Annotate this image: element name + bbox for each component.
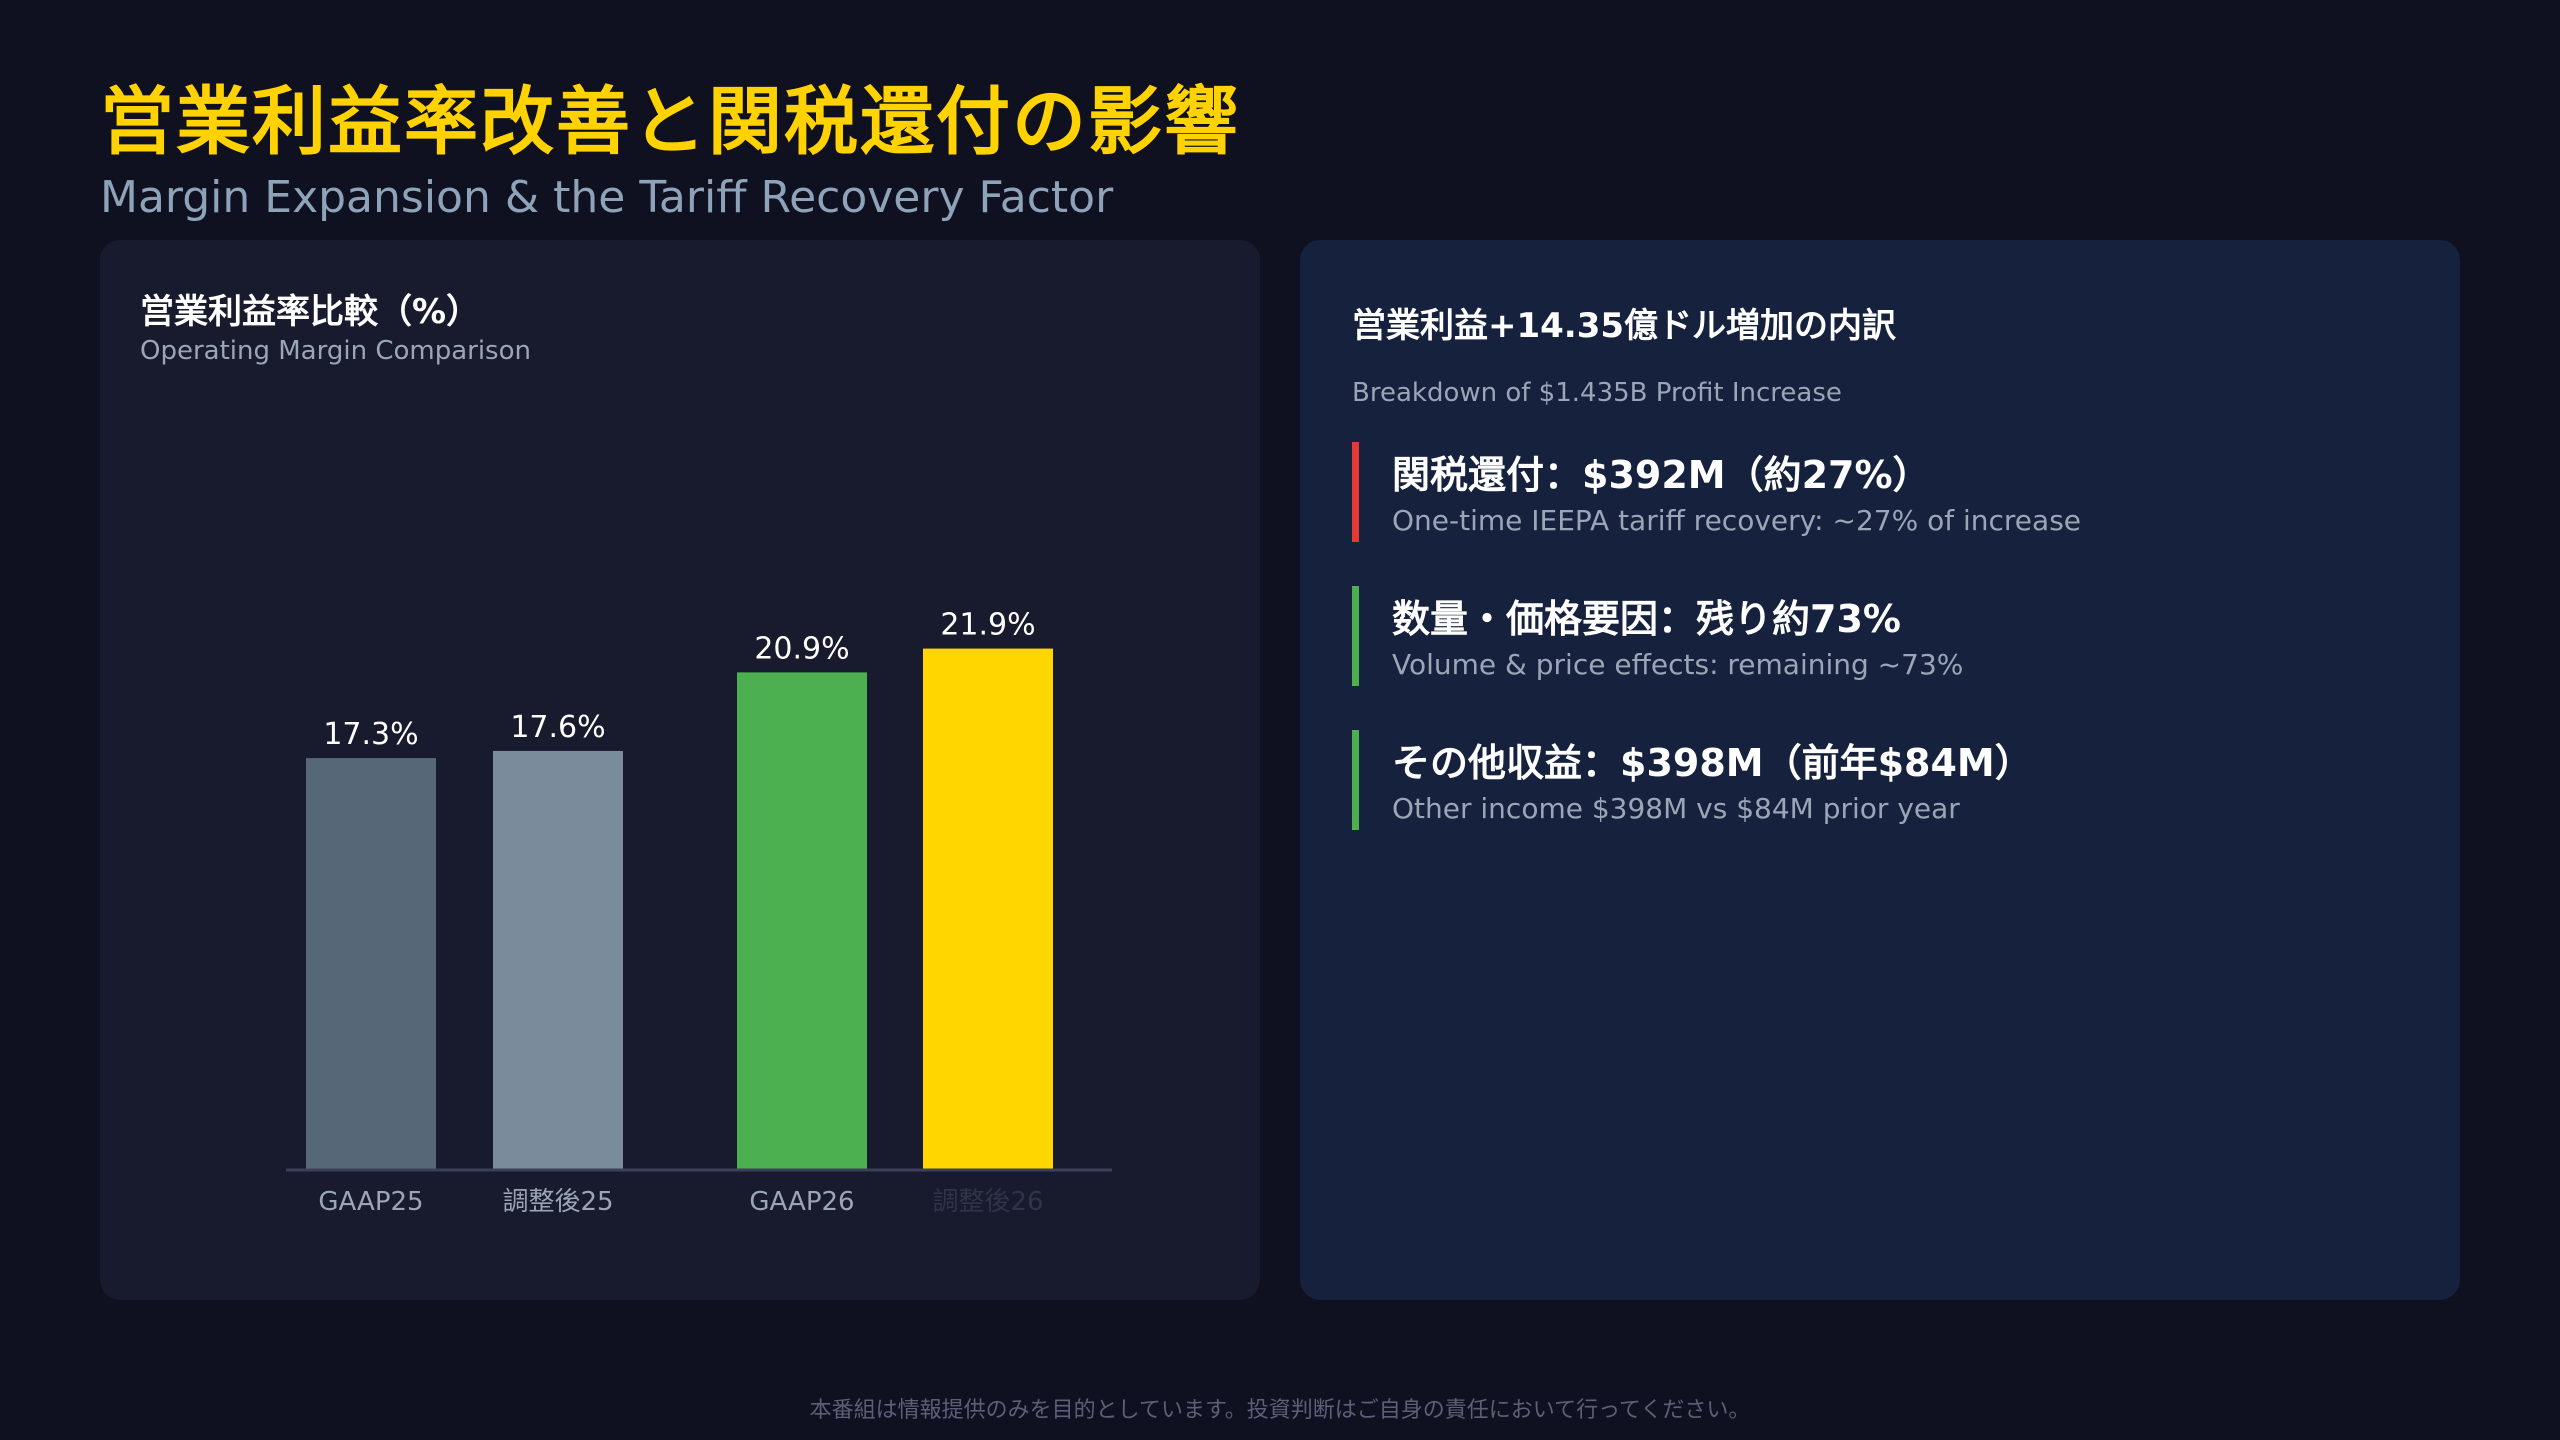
breakdown-item-tariff: 関税還付：$392M（約27%） One-time IEEPA tariff r… [1352, 442, 2412, 542]
breakdown-panel: 営業利益+14.35億ドル増加の内訳 Breakdown of $1.435B … [1300, 240, 2460, 1300]
breakdown-item-description: One-time IEEPA tariff recovery: ~27% of … [1392, 504, 2082, 537]
margin-chart-panel: 営業利益率比較（%） Operating Margin Comparison 1… [100, 240, 1260, 1300]
accent-bar [1352, 730, 1359, 830]
data-label: 17.6% [510, 710, 605, 745]
breakdown-item-heading: 数量・価格要因：残り約73% [1392, 597, 1901, 641]
data-label: 21.9% [940, 608, 1035, 643]
breakdown-item-heading: その他収益：$398M（前年$84M） [1392, 741, 2033, 785]
bar-調整後25 [493, 750, 623, 1170]
data-label: 17.3% [323, 717, 418, 752]
chart-subtitle: Operating Margin Comparison [140, 336, 531, 366]
page-subtitle: Margin Expansion & the Tariff Recovery F… [100, 172, 1114, 223]
bar-GAAP25 [306, 758, 436, 1170]
data-label: 20.9% [754, 631, 849, 666]
breakdown-item-other-income: その他収益：$398M（前年$84M） Other income $398M v… [1352, 730, 2412, 830]
category-label: GAAP26 [749, 1187, 854, 1217]
disclaimer: 本番組は情報提供のみを目的としています。投資判断はご自身の責任において行ってくだ… [809, 1398, 1751, 1423]
breakdown-item-heading: 関税還付：$392M（約27%） [1392, 453, 1931, 497]
category-label: 調整後25 [502, 1187, 613, 1217]
chart-title: 営業利益率比較（%） [140, 292, 481, 332]
accent-bar [1352, 442, 1359, 542]
accent-bar [1352, 586, 1359, 686]
bar-調整後26 [923, 648, 1053, 1170]
bar-GAAP26 [737, 672, 867, 1170]
breakdown-item-volume-price: 数量・価格要因：残り約73% Volume & price effects: r… [1352, 586, 2412, 686]
breakdown-title: 営業利益+14.35億ドル増加の内訳 [1352, 306, 1897, 346]
category-label: 調整後26 [932, 1187, 1043, 1217]
page-title: 営業利益率改善と関税還付の影響 [100, 79, 1240, 165]
breakdown-item-description: Volume & price effects: remaining ~73% [1392, 648, 1964, 681]
breakdown-item-description: Other income $398M vs $84M prior year [1392, 792, 1960, 825]
breakdown-subtitle: Breakdown of $1.435B Profit Increase [1352, 378, 1842, 408]
category-label: GAAP25 [318, 1187, 423, 1217]
bar-chart: 17.3% GAAP25 17.6% 調整後25 20.9% GAAP26 21.9% 調整後… [286, 608, 1112, 1217]
